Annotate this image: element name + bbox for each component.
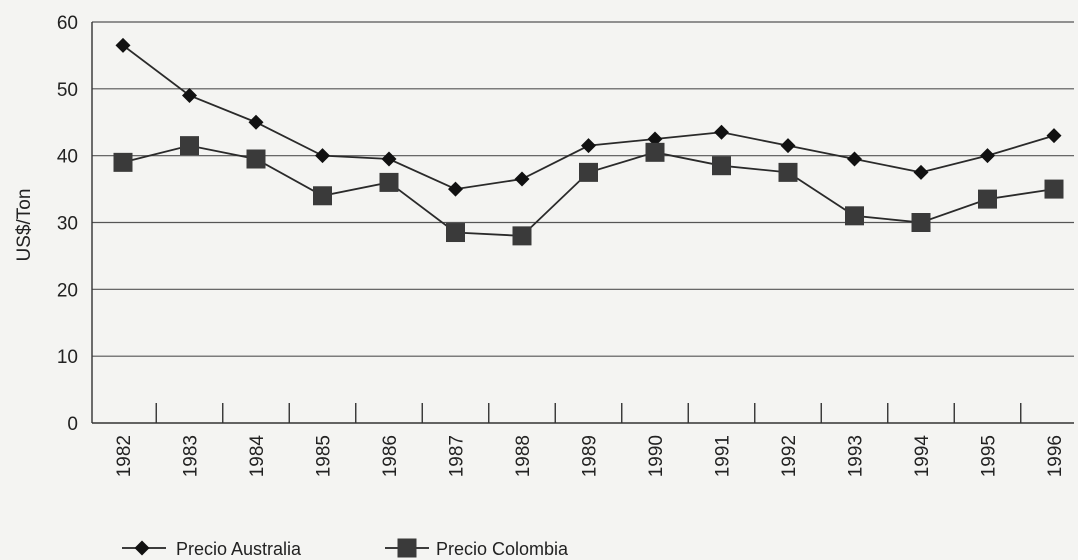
x-tick-label: 1987 bbox=[447, 435, 468, 477]
data-point-square bbox=[512, 226, 532, 246]
data-point-square bbox=[712, 156, 731, 176]
axes bbox=[91, 22, 1074, 424]
x-tick-label: 1994 bbox=[912, 435, 933, 478]
data-point-square bbox=[246, 149, 266, 169]
legend-item-2: Precio Colombia bbox=[385, 538, 569, 559]
data-point-diamond bbox=[115, 37, 131, 53]
data-point-diamond bbox=[581, 138, 596, 154]
y-tick-label: 50 bbox=[57, 80, 78, 101]
x-tick-label: 1988 bbox=[513, 435, 534, 477]
data-point-diamond bbox=[248, 114, 264, 130]
data-point-diamond bbox=[1046, 128, 1062, 144]
data-point-square bbox=[579, 162, 598, 182]
data-point-diamond bbox=[315, 148, 330, 164]
y-tick-label: 20 bbox=[57, 280, 78, 301]
x-tick-label: 1992 bbox=[779, 435, 800, 477]
legend-label: Precio Colombia bbox=[436, 539, 569, 559]
legend-square-marker bbox=[397, 538, 417, 558]
x-tick-label: 1995 bbox=[979, 435, 1000, 477]
x-tick-label: 1993 bbox=[846, 435, 867, 477]
x-tick-label: 1996 bbox=[1045, 435, 1066, 477]
data-point-square bbox=[1044, 179, 1064, 199]
data-point-square bbox=[978, 189, 997, 209]
y-tick-label: 30 bbox=[57, 214, 78, 235]
data-series bbox=[113, 37, 1064, 246]
gridlines bbox=[92, 21, 1074, 357]
legend-item-1: Precio Australia bbox=[122, 539, 302, 559]
data-point-diamond bbox=[714, 124, 729, 140]
y-tick-label: 10 bbox=[57, 347, 78, 368]
data-point-diamond bbox=[514, 171, 530, 187]
data-point-diamond bbox=[647, 131, 663, 147]
data-point-diamond bbox=[847, 151, 862, 167]
data-point-diamond bbox=[381, 151, 397, 167]
y-tick-label: 0 bbox=[67, 414, 78, 435]
data-point-square bbox=[446, 223, 465, 243]
y-tick-label: 40 bbox=[57, 147, 78, 168]
series-1 bbox=[115, 37, 1062, 197]
y-tick-label: 60 bbox=[57, 13, 78, 34]
legend-label: Precio Australia bbox=[176, 539, 302, 559]
x-tick-label: 1986 bbox=[380, 435, 401, 477]
x-tick-label: 1990 bbox=[646, 435, 667, 477]
data-point-square bbox=[778, 162, 798, 182]
data-point-diamond bbox=[780, 138, 796, 154]
data-point-diamond bbox=[182, 88, 197, 104]
data-point-square bbox=[911, 213, 931, 232]
data-point-square bbox=[845, 206, 864, 226]
legend: Precio Australia Precio Colombia bbox=[122, 538, 569, 559]
x-axis-ticks: 1982 1983 1984 1985 1986 1987 1988 1989 1990 1991… bbox=[114, 403, 1066, 477]
data-point-square bbox=[379, 172, 399, 192]
data-point-square bbox=[645, 142, 665, 162]
data-point-diamond bbox=[448, 181, 463, 197]
y-axis-label: US$/Ton bbox=[14, 189, 35, 262]
data-point-square bbox=[113, 152, 133, 172]
data-point-diamond bbox=[980, 148, 995, 164]
data-point-square bbox=[313, 186, 332, 206]
x-tick-label: 1983 bbox=[181, 435, 202, 477]
x-tick-label: 1982 bbox=[114, 435, 135, 477]
x-tick-label: 1984 bbox=[247, 435, 268, 478]
data-point-diamond bbox=[913, 164, 929, 180]
x-tick-label: 1985 bbox=[314, 435, 335, 477]
x-tick-label: 1989 bbox=[580, 435, 601, 477]
x-tick-label: 1991 bbox=[713, 435, 734, 477]
legend-diamond-marker bbox=[134, 540, 150, 556]
series-2 bbox=[113, 136, 1064, 246]
y-axis-ticks: 0 10 20 30 40 50 60 bbox=[57, 13, 78, 435]
data-point-square bbox=[180, 136, 199, 156]
